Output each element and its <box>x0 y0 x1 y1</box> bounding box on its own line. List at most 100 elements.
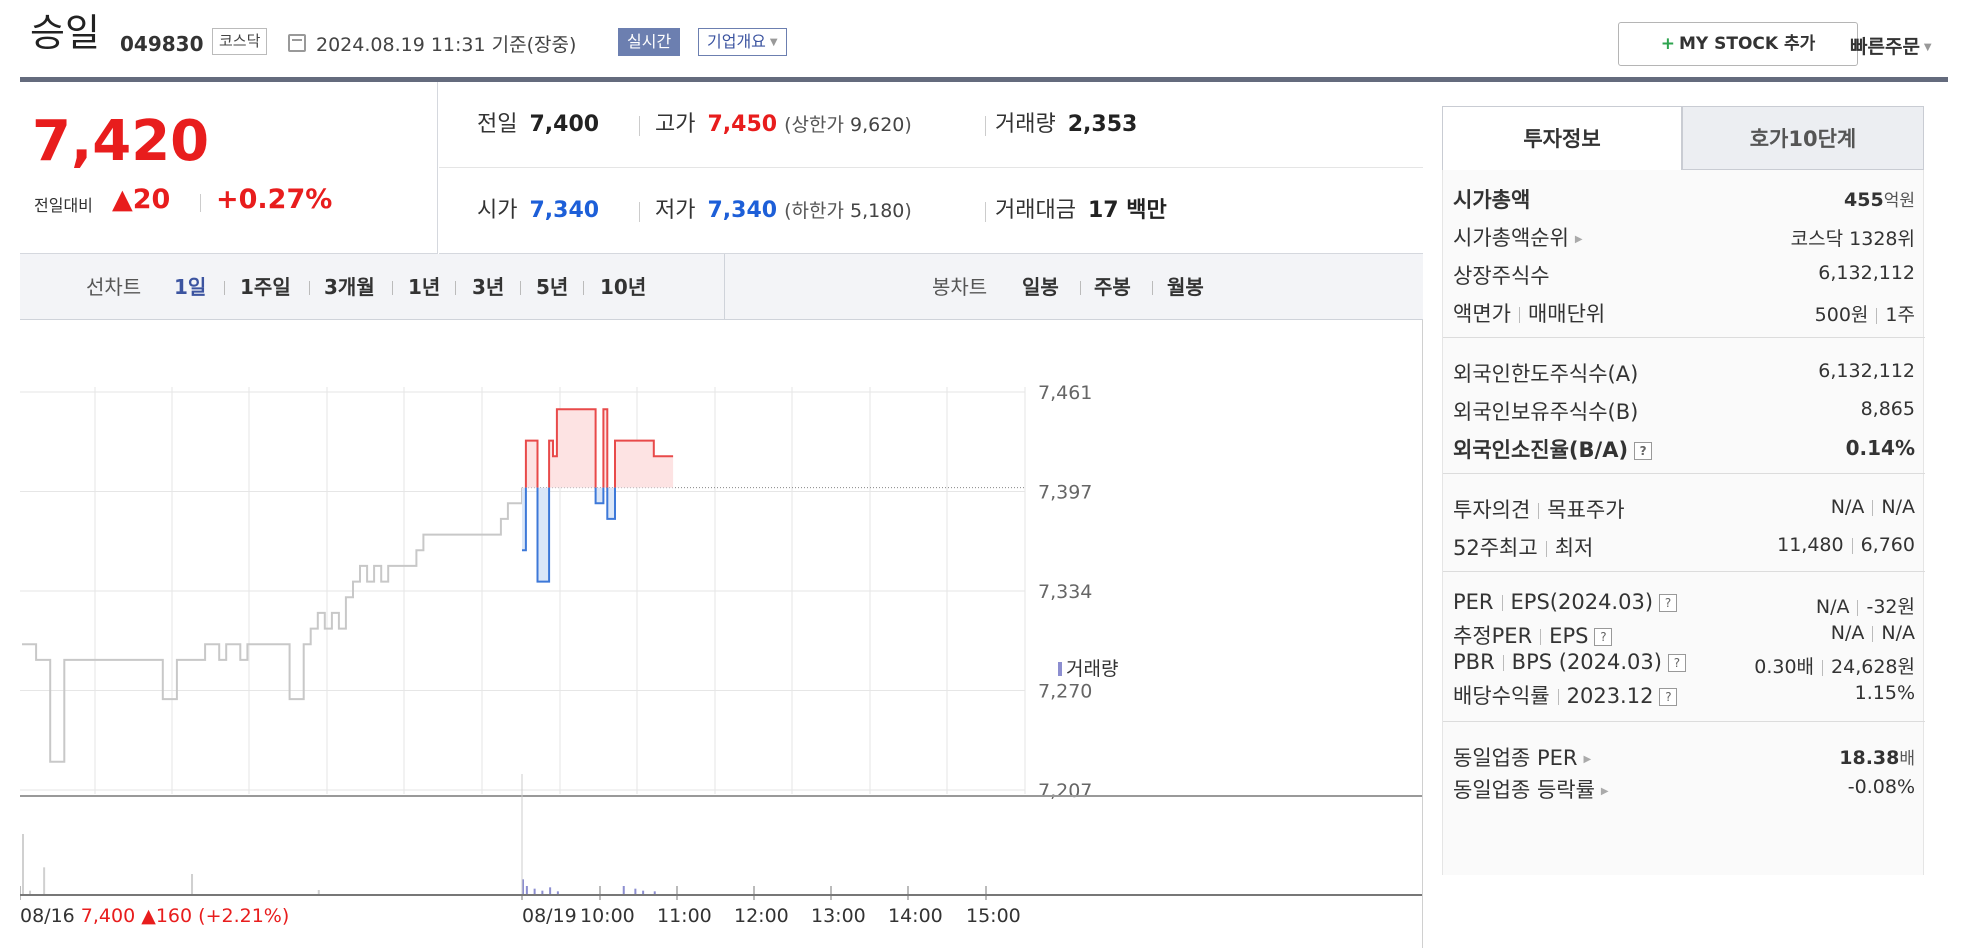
add-my-stock-button[interactable]: + MY STOCK 추가 <box>1618 22 1858 66</box>
face-value: 500원 <box>1814 304 1869 326</box>
upper-limit-label: (상한가 <box>784 114 844 136</box>
period-1w-button[interactable]: 1주일 <box>240 275 291 299</box>
high-label: 고가 <box>655 112 696 137</box>
dividend-label: 배당수익률 2023.12? <box>1453 680 1678 710</box>
trade-value-cell: 거래대금 17 백만 <box>995 168 1167 254</box>
lot-label: 매매단위 <box>1527 302 1606 326</box>
tab-investment-info[interactable]: 투자정보 <box>1442 106 1682 170</box>
divider <box>520 281 521 295</box>
market-badge: 코스닥 <box>212 28 268 55</box>
stock-name: 승일 <box>30 11 100 55</box>
tab-orderbook-10[interactable]: 호가10단계 <box>1682 106 1924 170</box>
est-eps-value: N/A <box>1881 622 1915 644</box>
help-icon[interactable]: ? <box>1594 628 1613 646</box>
period-3m-button[interactable]: 3개월 <box>324 275 375 299</box>
series-line-today-up <box>524 408 674 488</box>
dividend-value: 1.15% <box>1854 682 1915 704</box>
divider <box>1822 659 1824 676</box>
target-label: 목표주가 <box>1547 498 1625 522</box>
divider <box>1538 503 1540 519</box>
industry-per-number: 18.38 <box>1839 747 1900 769</box>
period-3y-button[interactable]: 3년 <box>472 275 505 299</box>
candle-monthly-button[interactable]: 월봉 <box>1167 275 1204 299</box>
help-icon[interactable]: ? <box>1659 688 1678 706</box>
volume-cell: 거래량 2,353 <box>995 82 1137 168</box>
company-overview-dropdown[interactable]: 기업개요 ▼ <box>698 28 787 56</box>
divider <box>1872 499 1874 516</box>
bps-value: 24,628원 <box>1831 656 1915 678</box>
prev-close-cell: 전일 7,400 <box>477 82 599 168</box>
divider <box>639 116 640 136</box>
divider <box>1557 689 1559 705</box>
help-icon[interactable]: ? <box>1634 442 1653 460</box>
foreign-ownership-group: 외국인한도주식수(A) 6,132,112 외국인보유주식수(B) 8,865 … <box>1443 338 1925 474</box>
mcap-rank-value: 코스닥 1328위 <box>1790 228 1915 250</box>
eps-value: -32원 <box>1866 596 1915 618</box>
foreign-ratio-value: 0.14% <box>1845 436 1915 460</box>
period-1d-button[interactable]: 1일 <box>174 275 207 299</box>
volume-legend-swatch <box>1058 662 1062 676</box>
prev-day-change: ▲160 <box>141 905 198 927</box>
change-label: 전일대비 <box>34 196 93 215</box>
chevron-right-icon: ▶ <box>1574 233 1583 245</box>
help-icon[interactable]: ? <box>1667 654 1686 672</box>
list-item: 외국인보유주식수(B) 8,865 <box>1443 390 1925 428</box>
divider <box>1501 595 1503 611</box>
volume-bar <box>642 890 645 894</box>
volume-bar <box>22 834 24 894</box>
prev-day-close: 7,400 <box>81 905 141 927</box>
chart-period-bar: 선차트 1일 1주일 3개월 1년 3년 5년 10년 봉차트 일봉 주봉 월봉 <box>20 254 1423 320</box>
stock-code: 049830 <box>120 32 204 56</box>
low-value: 7,340 <box>707 198 778 223</box>
list-item[interactable]: 시가총액순위 ▶ 코스닥 1328위 <box>1443 216 1925 254</box>
x-tick-label: 11:00 <box>657 905 712 927</box>
list-item: PBR BPS (2024.03)? 0.30배 24,628원 <box>1443 644 1925 682</box>
period-10y-button[interactable]: 10년 <box>600 275 647 299</box>
mcap-rank-label[interactable]: 시가총액순위 ▶ <box>1453 222 1583 252</box>
industry-change-label[interactable]: 동일업종 등락률 ▶ <box>1453 774 1609 804</box>
foreign-limit-value: 6,132,112 <box>1818 360 1915 382</box>
x-tick-label: 14:00 <box>888 905 943 927</box>
mcap-rank-text: 시가총액순위 <box>1453 226 1569 250</box>
list-item: 상장주식수 6,132,112 <box>1443 254 1925 292</box>
volume-label: 거래량 <box>995 112 1056 137</box>
low-label: 저가 <box>655 198 696 223</box>
realtime-button[interactable]: 실시간 <box>618 28 681 56</box>
candle-daily-button[interactable]: 일봉 <box>1022 275 1059 299</box>
low-cell: 저가 7,340 (하한가 5,180) <box>655 168 912 254</box>
quick-order-dropdown[interactable]: 빠른주문 ▼ <box>1850 32 1932 59</box>
series-line-prev-day <box>22 487 523 763</box>
divider <box>724 254 725 320</box>
trade-value-label: 거래대금 <box>995 198 1076 223</box>
divider <box>1152 281 1153 295</box>
foreign-hold-label: 외국인보유주식수(B) <box>1453 400 1639 424</box>
intraday-chart-svg: 7,461 7,397 7,334 7,270 7,207 거래량 08/19 10:00 11… <box>20 382 1423 927</box>
chevron-right-icon: ▶ <box>1600 785 1609 797</box>
divider <box>1876 307 1878 324</box>
w52-high-label: 52주최고 <box>1453 536 1538 560</box>
list-item: 외국인소진율(B/A)? 0.14% <box>1443 428 1925 466</box>
chevron-down-icon: ▼ <box>769 36 778 48</box>
y-tick-label: 7,461 <box>1038 382 1092 404</box>
current-price: 7,420 <box>32 109 210 174</box>
volume-bar <box>622 886 625 894</box>
period-1y-button[interactable]: 1년 <box>408 275 441 299</box>
pbr-value: 0.30배 <box>1754 656 1815 678</box>
open-cell: 시가 7,340 <box>477 168 599 254</box>
info-tabs: 투자정보 호가10단계 <box>1442 106 1924 170</box>
list-item: PER EPS(2024.03)? N/A -32원 <box>1443 584 1925 622</box>
lower-limit-close: ) <box>904 200 912 222</box>
industry-per-unit: 배 <box>1899 749 1915 769</box>
list-item[interactable]: 동일업종 PER ▶ 18.38배 <box>1443 736 1925 774</box>
period-5y-button[interactable]: 5년 <box>536 275 569 299</box>
list-item[interactable]: 동일업종 등락률 ▶ -0.08% <box>1443 768 1925 806</box>
face-lot-label: 액면가 매매단위 <box>1453 298 1605 328</box>
candle-weekly-button[interactable]: 주봉 <box>1094 275 1131 299</box>
list-item: 추정PER EPS? N/A N/A <box>1443 614 1925 652</box>
industry-per-label[interactable]: 동일업종 PER ▶ <box>1453 742 1591 772</box>
help-icon[interactable]: ? <box>1659 594 1678 612</box>
volume-bar <box>634 888 637 894</box>
pbr-label: PBR <box>1453 650 1495 674</box>
open-value: 7,340 <box>529 198 600 223</box>
intraday-chart[interactable]: 7,461 7,397 7,334 7,270 7,207 거래량 08/19 10:00 11… <box>20 320 1423 948</box>
